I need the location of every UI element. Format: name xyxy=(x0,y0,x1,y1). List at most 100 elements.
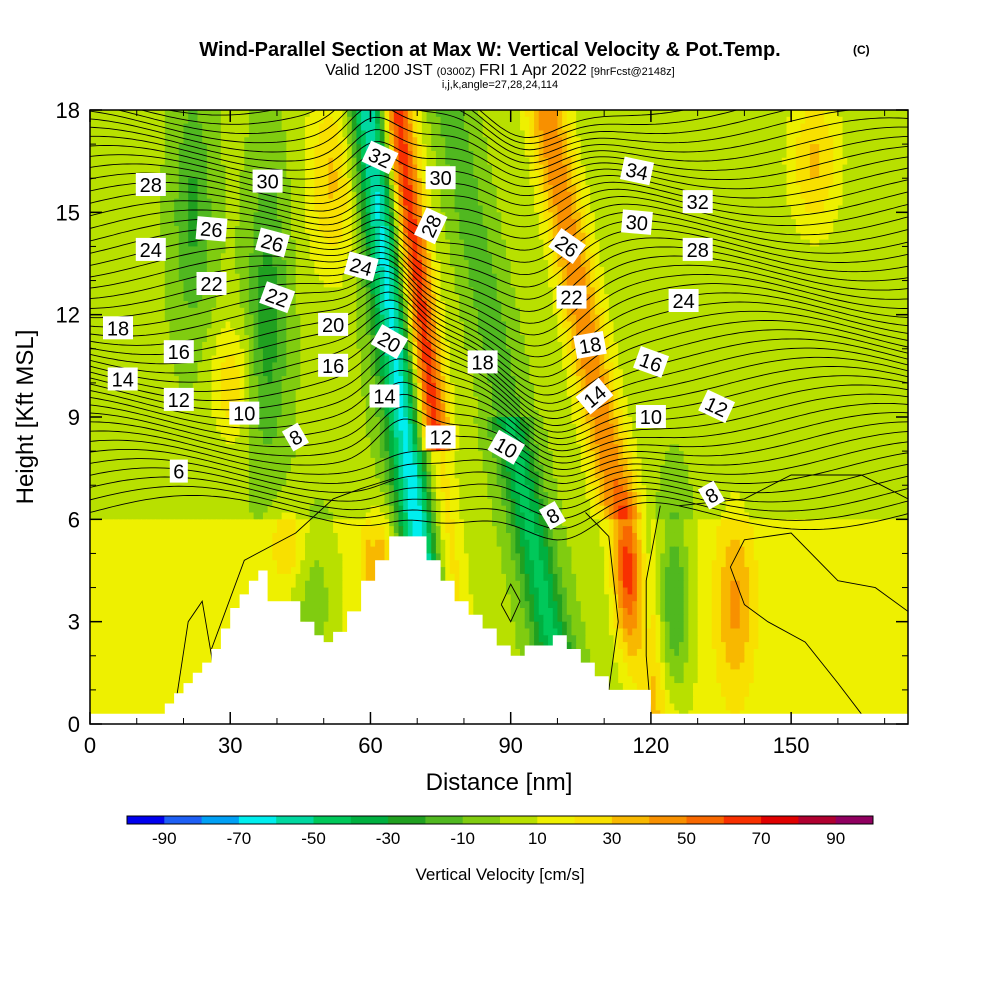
velocity-cell xyxy=(730,110,736,118)
velocity-cell xyxy=(473,144,479,152)
velocity-cell xyxy=(529,137,535,145)
velocity-cell xyxy=(258,287,264,295)
velocity-cell xyxy=(538,110,544,118)
velocity-cell xyxy=(407,225,414,234)
velocity-cell xyxy=(384,287,390,295)
velocity-cell xyxy=(814,171,820,179)
velocity-cell xyxy=(160,150,166,159)
velocity-cell xyxy=(211,110,217,118)
velocity-cell xyxy=(407,178,414,186)
velocity-cell xyxy=(865,116,872,125)
velocity-cell xyxy=(248,219,255,227)
velocity-cell xyxy=(94,273,100,282)
velocity-cell xyxy=(571,212,577,220)
velocity-cell xyxy=(393,219,400,227)
velocity-cell xyxy=(248,150,255,159)
velocity-cell xyxy=(281,205,287,213)
velocity-cell xyxy=(295,266,301,275)
velocity-cell xyxy=(735,150,741,159)
velocity-cell xyxy=(735,123,741,132)
velocity-cell xyxy=(361,280,367,288)
velocity-cell xyxy=(580,178,587,186)
velocity-cell xyxy=(538,287,544,295)
velocity-cell xyxy=(636,260,643,268)
velocity-cell xyxy=(763,185,769,193)
velocity-cell xyxy=(851,130,858,138)
velocity-cell xyxy=(253,273,259,282)
velocity-cell xyxy=(421,246,428,254)
velocity-cell xyxy=(183,246,189,254)
velocity-cell xyxy=(258,219,264,227)
velocity-cell xyxy=(351,164,358,172)
velocity-cell xyxy=(160,266,166,275)
velocity-cell xyxy=(94,253,100,261)
velocity-cell xyxy=(244,287,250,295)
velocity-cell xyxy=(407,273,414,282)
velocity-cell xyxy=(692,116,699,125)
velocity-cell xyxy=(276,130,283,138)
velocity-cell xyxy=(646,185,652,193)
velocity-cell xyxy=(375,287,381,295)
velocity-cell xyxy=(211,150,217,159)
velocity-cell xyxy=(856,198,862,207)
velocity-cell xyxy=(132,185,138,193)
velocity-cell xyxy=(604,239,610,248)
velocity-cell xyxy=(711,280,717,288)
velocity-cell xyxy=(865,150,872,159)
velocity-cell xyxy=(823,123,830,132)
velocity-cell xyxy=(711,130,717,138)
velocity-cell xyxy=(491,178,498,186)
velocity-cell xyxy=(244,123,250,132)
velocity-cell xyxy=(104,198,110,207)
velocity-cell xyxy=(646,232,652,241)
velocity-cell xyxy=(230,157,236,166)
velocity-cell xyxy=(669,239,675,248)
velocity-cell xyxy=(188,205,194,213)
velocity-cell xyxy=(636,232,643,241)
velocity-cell xyxy=(590,273,596,282)
velocity-cell xyxy=(725,273,731,282)
velocity-cell xyxy=(272,164,278,172)
velocity-cell xyxy=(262,110,269,118)
velocity-cell xyxy=(552,116,559,125)
velocity-cell xyxy=(664,164,671,172)
velocity-cell xyxy=(777,137,783,145)
velocity-cell xyxy=(384,260,390,268)
velocity-cell xyxy=(557,110,563,118)
velocity-cell xyxy=(879,137,886,145)
velocity-cell xyxy=(146,198,152,207)
velocity-cell xyxy=(393,171,400,179)
velocity-cell xyxy=(875,123,881,132)
velocity-cell xyxy=(678,280,685,288)
velocity-cell xyxy=(141,287,147,295)
velocity-cell xyxy=(328,191,334,200)
velocity-cell xyxy=(898,212,904,220)
velocity-cell xyxy=(253,198,259,207)
velocity-cell xyxy=(473,198,479,207)
velocity-cell xyxy=(636,191,643,200)
velocity-cell xyxy=(749,205,755,213)
velocity-cell xyxy=(155,294,161,302)
velocity-cell xyxy=(660,287,666,295)
velocity-cell xyxy=(543,212,549,220)
velocity-cell xyxy=(375,301,381,309)
velocity-cell xyxy=(777,144,783,152)
velocity-cell xyxy=(847,150,853,159)
velocity-cell xyxy=(711,219,717,227)
velocity-cell xyxy=(202,253,208,261)
velocity-cell xyxy=(847,164,853,172)
velocity-cell xyxy=(333,198,339,207)
velocity-cell xyxy=(749,294,755,302)
velocity-cell xyxy=(763,178,769,186)
velocity-cell xyxy=(477,130,484,138)
velocity-cell xyxy=(791,205,797,213)
velocity-cell xyxy=(323,294,329,302)
velocity-cell xyxy=(711,246,717,254)
velocity-cell xyxy=(276,253,283,261)
velocity-cell xyxy=(136,232,143,241)
velocity-cell xyxy=(482,205,488,213)
velocity-cell xyxy=(468,123,474,132)
velocity-cell xyxy=(678,225,685,234)
velocity-cell xyxy=(590,205,596,213)
velocity-cell xyxy=(146,280,152,288)
